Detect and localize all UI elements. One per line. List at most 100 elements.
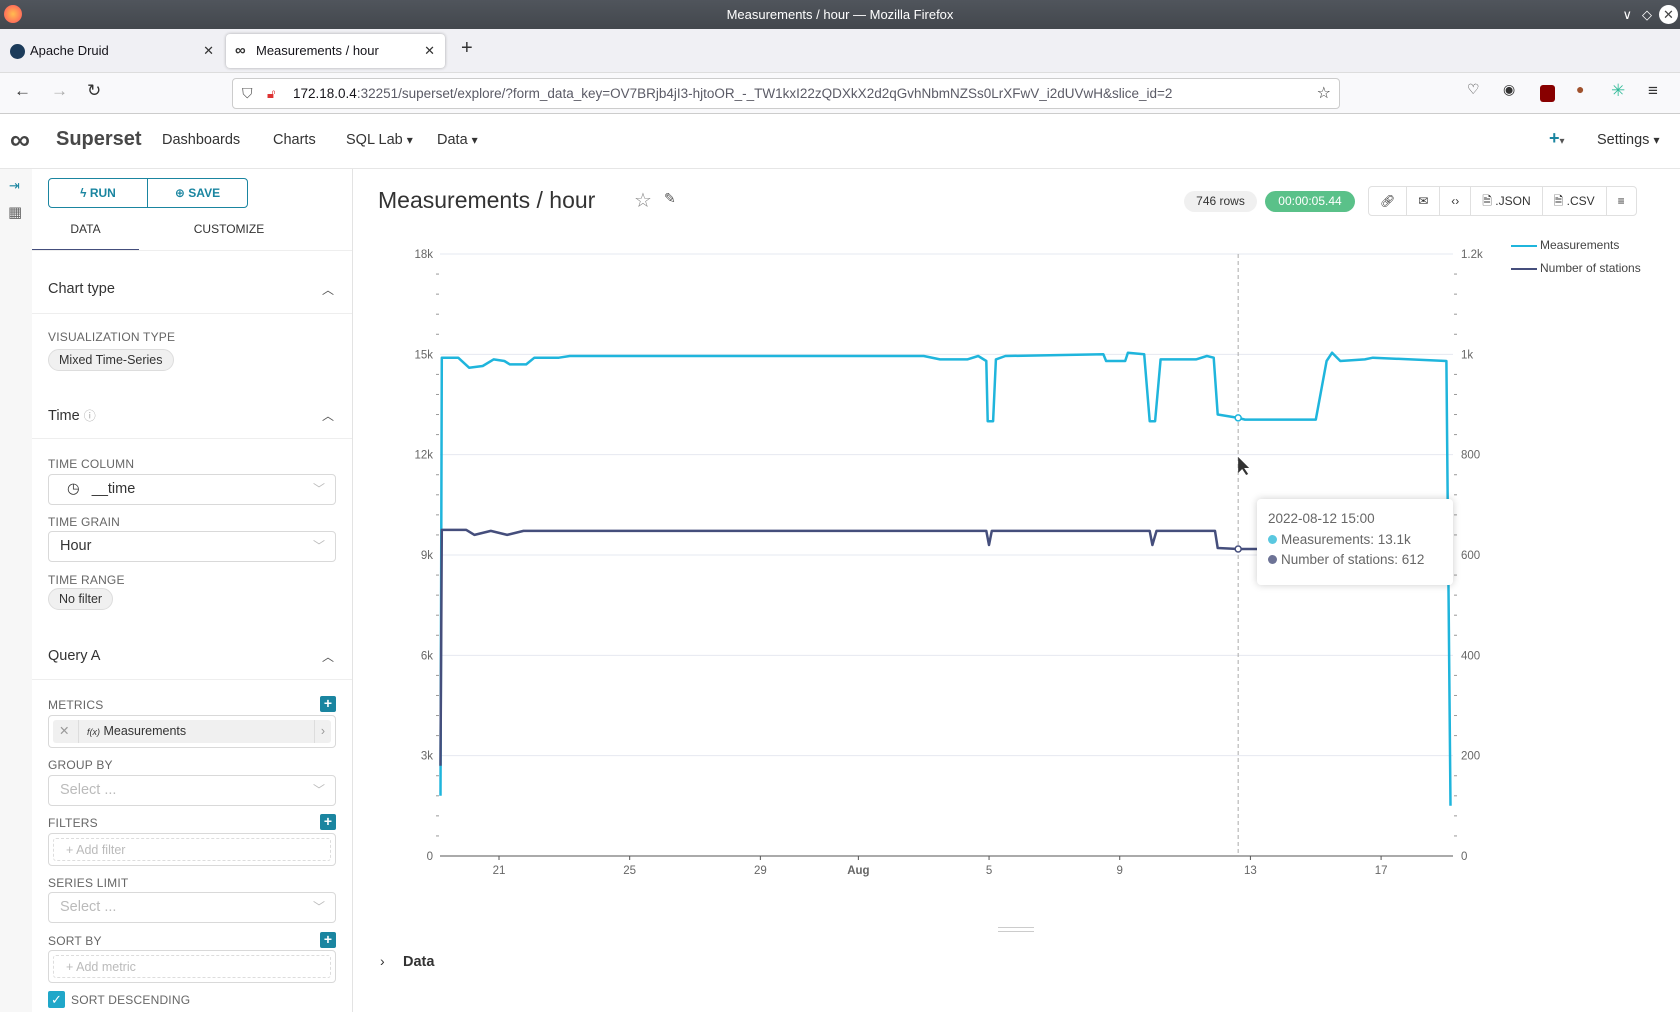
menu-charts[interactable]: Charts xyxy=(273,132,316,148)
menu-dashboards[interactable]: Dashboards xyxy=(162,132,241,148)
legend-label: Measurements xyxy=(1540,238,1620,252)
y-right-tick-label: 400 xyxy=(1461,650,1480,662)
pocket-icon[interactable]: ♡ xyxy=(1467,81,1480,97)
bookmark-star-icon[interactable]: ☆ xyxy=(1316,85,1331,102)
chart-type-section-title[interactable]: Chart type xyxy=(48,281,115,297)
remove-metric-icon[interactable]: ✕ xyxy=(59,720,79,743)
dataset-grid-icon[interactable]: ▦ xyxy=(8,204,23,221)
ublock-icon[interactable] xyxy=(1540,85,1555,102)
tab-apache-druid[interactable]: Apache Druid ✕ xyxy=(0,34,224,68)
forward-icon[interactable]: → xyxy=(51,81,68,100)
y-left-tick-label: 9k xyxy=(421,550,433,562)
tooltip-value: Measurements: 13.1k xyxy=(1281,531,1411,547)
query-a-section-title[interactable]: Query A xyxy=(48,648,101,664)
add-filter-plus-icon[interactable]: + xyxy=(320,814,336,830)
caret-down-icon: ▾ xyxy=(1653,133,1660,147)
mixed-time-series-chart[interactable]: 0 0 3k 200 6k 400 9k 600 12k 800 15k 1k 18k 1.2k 21 25 2… xyxy=(353,169,1680,889)
more-menu-button[interactable]: ≡ xyxy=(1607,187,1636,215)
x-tick-label: 25 xyxy=(623,865,636,877)
function-icon: f(x) xyxy=(87,727,100,737)
mouse-cursor-icon xyxy=(1238,457,1250,475)
hover-point xyxy=(1234,545,1242,553)
y-left-tick-label: 0 xyxy=(427,851,433,863)
collapse-chevron-icon[interactable]: ︿ xyxy=(321,283,334,297)
run-button[interactable]: ϟ RUN xyxy=(49,179,148,207)
link-icon: 🔗︎ xyxy=(1380,194,1396,208)
back-icon[interactable]: ← xyxy=(14,81,31,100)
tab-customize[interactable]: CUSTOMIZE xyxy=(193,222,265,236)
url-bar[interactable]: ⛉ 🔓︎ 172.18.0.4:32251/superset/explore/?… xyxy=(232,78,1340,109)
chart-title[interactable]: Measurements / hour xyxy=(378,187,596,213)
x-tick-label: 17 xyxy=(1375,865,1388,877)
envelope-icon: ✉ xyxy=(1418,194,1429,208)
minimize-icon[interactable]: ∨ xyxy=(1622,7,1632,22)
series-limit-label: SERIES LIMIT xyxy=(48,876,129,890)
add-filter-box[interactable]: + Add filter xyxy=(48,833,336,866)
hamburger-menu-icon[interactable]: ≡ xyxy=(1648,81,1658,100)
series-limit-select[interactable]: Select ... ﹀ xyxy=(48,892,336,923)
export-csv-button[interactable]: 🗎 .CSV xyxy=(1543,187,1607,215)
chart-tooltip: 2022-08-12 15:00 Measurements: 13.1k Num… xyxy=(1257,499,1453,585)
new-item-button[interactable]: +▾ xyxy=(1549,128,1565,149)
superset-logo-icon[interactable]: ∞ xyxy=(10,124,30,155)
viz-type-label: VISUALIZATION TYPE xyxy=(48,330,176,344)
metric-tag[interactable]: ✕ f(x) Measurements › xyxy=(53,720,331,743)
chevron-right-icon[interactable]: › xyxy=(380,953,385,969)
save-button[interactable]: ⊕ SAVE xyxy=(148,179,247,207)
run-label: RUN xyxy=(89,186,116,200)
viz-type-pill[interactable]: Mixed Time-Series xyxy=(48,349,174,371)
time-grain-select[interactable]: Hour ﹀ xyxy=(48,531,336,562)
y-right-tick-label: 800 xyxy=(1461,450,1480,462)
favorite-star-icon[interactable]: ☆ xyxy=(634,190,652,212)
legend-swatch xyxy=(1511,244,1537,247)
menu-label: SQL Lab xyxy=(346,132,403,148)
time-section-title[interactable]: Time ⓘ xyxy=(48,407,96,424)
reload-icon[interactable]: ↻ xyxy=(87,81,102,100)
maximize-icon[interactable]: ◇ xyxy=(1642,7,1652,22)
expand-panel-icon[interactable]: ⇥ xyxy=(9,178,20,193)
chevron-right-icon[interactable]: › xyxy=(313,720,325,743)
add-filter-button[interactable]: + Add filter xyxy=(53,838,331,861)
colorful-extension-icon[interactable]: ✳ xyxy=(1611,81,1626,100)
legend-item-measurements[interactable]: Measurements xyxy=(1511,238,1619,252)
info-icon[interactable]: ⓘ xyxy=(83,409,96,423)
group-by-select[interactable]: Select ... ﹀ xyxy=(48,775,336,806)
time-column-select[interactable]: ◷ __time ﹀ xyxy=(48,474,336,505)
close-tab-icon[interactable]: ✕ xyxy=(203,43,214,58)
menu-sql-lab[interactable]: SQL Lab ▾ xyxy=(346,132,413,148)
close-tab-icon[interactable]: ✕ xyxy=(424,43,435,58)
edit-pencil-icon[interactable]: ✎ xyxy=(664,190,676,206)
add-metric-button[interactable]: + Add metric xyxy=(53,955,331,978)
close-window-icon[interactable]: ✕ xyxy=(1659,5,1678,24)
add-metric-plus-icon[interactable]: + xyxy=(320,696,336,712)
series-dot-icon xyxy=(1268,534,1277,544)
url-path: :32251/superset/explore/?form_data_key=O… xyxy=(356,86,1173,101)
add-sort-plus-icon[interactable]: + xyxy=(320,932,336,948)
extension-icon[interactable]: ◉ xyxy=(1503,81,1516,97)
run-save-group: ϟ RUN ⊕ SAVE xyxy=(48,178,248,208)
legend-item-stations[interactable]: Number of stations xyxy=(1511,261,1641,275)
email-button[interactable]: ✉ xyxy=(1407,187,1441,215)
divider xyxy=(32,679,352,680)
data-section-toggle[interactable]: Data xyxy=(403,954,435,970)
tab-data[interactable]: DATA xyxy=(32,207,139,251)
chart-area: Measurements / hour ☆ ✎ 746 rows 00:00:0… xyxy=(353,169,1680,1012)
menu-data[interactable]: Data ▾ xyxy=(437,132,478,148)
export-json-button[interactable]: 🗎 .JSON xyxy=(1471,187,1543,215)
collapse-chevron-icon[interactable]: ︿ xyxy=(321,409,334,423)
embed-code-button[interactable]: ‹› xyxy=(1440,187,1472,215)
add-sort-metric-box[interactable]: + Add metric xyxy=(48,950,336,983)
copy-link-button[interactable]: 🔗︎ xyxy=(1369,187,1408,215)
brand-name[interactable]: Superset xyxy=(56,128,142,150)
resize-drag-handle[interactable] xyxy=(998,927,1034,932)
chevron-down-icon: ﹀ xyxy=(312,482,325,496)
cookie-extension-icon[interactable]: ● xyxy=(1576,81,1585,97)
tab-measurements-hour[interactable]: ∞ Measurements / hour ✕ xyxy=(226,34,445,68)
caret-down-icon: ▾ xyxy=(1559,136,1565,147)
time-range-pill[interactable]: No filter xyxy=(48,588,114,610)
menu-settings[interactable]: Settings ▾ xyxy=(1597,132,1660,148)
new-tab-icon[interactable]: + xyxy=(461,37,473,59)
query-duration-badge: 00:00:05.44 xyxy=(1265,191,1355,212)
sort-descending-checkbox[interactable]: ✓ xyxy=(48,991,65,1008)
collapse-chevron-icon[interactable]: ︿ xyxy=(321,650,334,664)
